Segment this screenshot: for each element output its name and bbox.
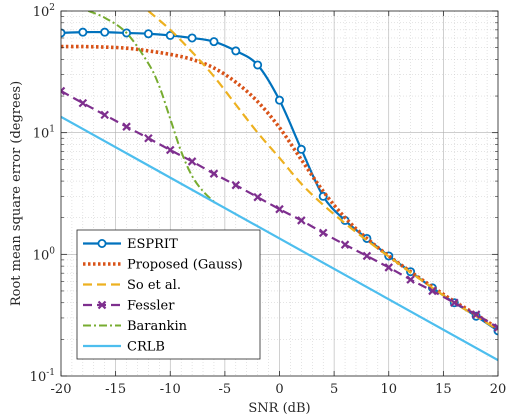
data-point-esprit: [78, 27, 88, 37]
series-so-et-al: [147, 11, 498, 331]
data-point-fessler: [100, 110, 109, 120]
data-point-fessler: [493, 323, 498, 332]
legend-entry-fessler: Fessler: [83, 299, 175, 314]
x-tick-label: -10: [160, 382, 181, 397]
data-point-fessler: [61, 86, 66, 96]
series-line-proposed-gauss: [61, 44, 498, 331]
x-tick-label: 15: [435, 382, 452, 397]
series-fessler: [61, 86, 498, 332]
data-point-fessler: [297, 216, 306, 225]
legend-box: [76, 229, 261, 360]
data-point-fessler: [406, 275, 415, 284]
data-point-esprit: [253, 60, 263, 70]
data-point-esprit: [100, 27, 110, 37]
series-barankin: [87, 11, 215, 203]
series-layer: [61, 11, 498, 362]
x-tick-label: 0: [275, 382, 283, 397]
data-point-fessler: [428, 286, 437, 296]
data-point-fessler: [340, 240, 350, 249]
data-point-esprit: [296, 144, 306, 154]
data-point-fessler: [471, 310, 481, 319]
legend-entry-so-et-al: So et al.: [83, 278, 181, 293]
legend-entry-esprit: ESPRIT: [83, 237, 178, 252]
legend-label: Fessler: [127, 299, 175, 314]
data-point-esprit: [209, 37, 219, 47]
x-tick-label: -15: [105, 382, 126, 397]
data-point-fessler: [450, 298, 459, 308]
data-point-fessler: [122, 122, 131, 131]
data-point-fessler: [78, 98, 88, 108]
series-line-crlb: [61, 115, 498, 362]
legend-label: ESPRIT: [127, 237, 178, 252]
series-proposed-gauss: [61, 44, 498, 331]
legend-label: Proposed (Gauss): [127, 258, 243, 273]
data-point-fessler: [165, 145, 175, 155]
data-point-fessler: [384, 263, 394, 272]
y-tick-label: 10-1: [30, 368, 55, 385]
x-tick-label: 10: [380, 382, 397, 397]
y-tick-label: 102: [33, 3, 55, 20]
data-point-fessler: [231, 180, 241, 190]
legend-marker: [97, 238, 107, 248]
x-tick-label: 20: [490, 382, 507, 397]
axis-ticks: [60, 10, 499, 377]
legend-entry-crlb: CRLB: [83, 340, 165, 355]
x-tick-label: -5: [219, 382, 232, 397]
data-point-fessler: [362, 251, 372, 261]
data-point-esprit: [274, 95, 284, 105]
data-point-fessler: [318, 228, 328, 238]
data-point-esprit: [231, 46, 241, 56]
series-line-so-et-al: [147, 11, 498, 331]
data-point-esprit: [187, 33, 197, 43]
legend-entry-proposed-gauss: Proposed (Gauss): [83, 258, 243, 273]
legend-marker: [97, 300, 107, 310]
x-tick-label: -20: [51, 382, 72, 397]
data-point-fessler: [209, 169, 219, 178]
x-tick-label: 5: [330, 382, 338, 397]
tick-labels: -20 -15 -10 -5 0 5 10 15 20 10-1 100 101 102: [30, 3, 507, 397]
data-point-fessler: [187, 157, 197, 166]
y-tick-label: 100: [33, 246, 56, 263]
legend-label: CRLB: [127, 340, 165, 355]
data-point-fessler: [253, 192, 262, 202]
y-axis-label: Root mean square error (degrees): [9, 81, 24, 306]
x-axis-label: SNR (dB): [248, 401, 310, 416]
series-line-barankin: [87, 11, 215, 203]
legend-entry-barankin: Barankin: [83, 319, 188, 334]
series-crlb: [61, 115, 498, 362]
data-point-fessler: [144, 133, 153, 143]
legend: ESPRIT Proposed (Gauss) So et al. Fessler Ba…: [76, 229, 261, 360]
legend-label: Barankin: [127, 319, 188, 334]
data-point-esprit: [165, 30, 175, 40]
legend-label: So et al.: [127, 278, 181, 293]
series-line-fessler: [61, 90, 498, 329]
y-tick-label: 101: [33, 125, 55, 142]
data-point-esprit: [143, 29, 153, 39]
data-point-fessler: [275, 204, 284, 214]
